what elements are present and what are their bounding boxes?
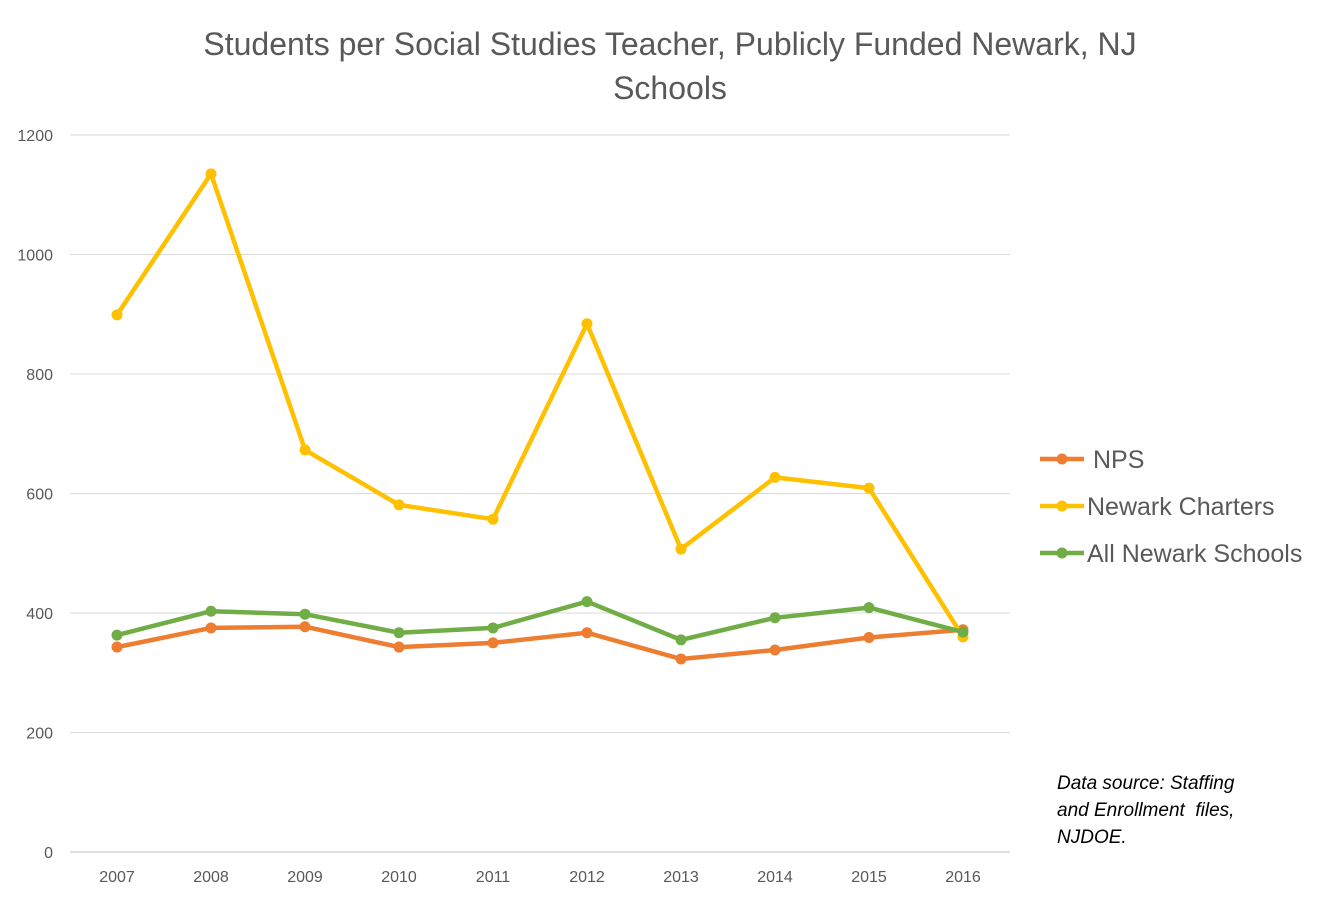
data-point: [487, 622, 499, 634]
y-tick-label: 800: [26, 367, 53, 384]
y-tick-label: 1200: [17, 128, 53, 145]
legend-item: Newark Charters: [1040, 493, 1275, 521]
series-nps: [111, 621, 969, 665]
data-point: [769, 644, 781, 656]
x-tick-label: 2016: [945, 869, 981, 886]
data-point: [863, 482, 875, 494]
legend-swatch-marker: [1056, 453, 1068, 465]
x-tick-label: 2015: [851, 869, 887, 886]
data-point: [957, 626, 969, 638]
data-point: [205, 622, 217, 634]
x-tick-label: 2011: [476, 869, 511, 886]
data-source-line-1: Data source: Staffing: [1057, 773, 1235, 794]
legend-item: All Newark Schools: [1040, 540, 1302, 568]
legend-swatch-marker: [1056, 500, 1068, 512]
data-point: [675, 634, 687, 646]
data-point: [111, 309, 123, 321]
series-line: [114, 171, 966, 640]
y-tick-label: 0: [44, 845, 53, 862]
data-point: [487, 513, 499, 525]
data-point: [581, 596, 593, 608]
y-axis-ticks: 0 200 400 600 800 1000 1200: [17, 128, 53, 862]
y-tick-label: 400: [26, 606, 53, 623]
series-line: [114, 624, 966, 662]
legend-label: NPS: [1093, 446, 1144, 474]
legend-label: Newark Charters: [1087, 493, 1275, 521]
data-point: [299, 444, 311, 456]
data-point: [581, 318, 593, 330]
x-tick-label: 2007: [99, 869, 135, 886]
legend-item: NPS: [1040, 446, 1144, 474]
data-point: [487, 637, 499, 649]
data-point: [111, 641, 123, 653]
legend-swatch-marker: [1056, 547, 1068, 559]
data-point: [299, 608, 311, 620]
series-newark-charters: [111, 168, 969, 643]
data-point: [393, 627, 405, 639]
data-point: [769, 612, 781, 624]
data-point: [393, 499, 405, 511]
data-point: [393, 641, 405, 653]
x-tick-label: 2008: [193, 869, 229, 886]
data-point: [863, 631, 875, 643]
data-point: [675, 653, 687, 665]
legend-label: All Newark Schools: [1087, 540, 1302, 568]
data-source-note: Data source: Staffing and Enrollment fil…: [1057, 770, 1297, 851]
x-tick-label: 2014: [757, 869, 793, 886]
legend: NPS Newark Charters All Newark Schools: [1040, 446, 1302, 568]
y-tick-label: 1000: [17, 248, 53, 265]
data-point: [675, 543, 687, 555]
x-tick-label: 2010: [381, 869, 417, 886]
data-point: [769, 471, 781, 483]
x-tick-label: 2009: [287, 869, 323, 886]
series-line: [114, 599, 966, 643]
data-point: [205, 605, 217, 617]
x-tick-label: 2013: [663, 869, 699, 886]
data-point: [205, 168, 217, 180]
x-axis-ticks: 2007 2008 2009 2010 2011 2012 2013 2014 2015 2016: [99, 869, 981, 886]
data-source-line-3: NJDOE.: [1057, 827, 1127, 848]
data-point: [299, 621, 311, 633]
data-point: [581, 627, 593, 639]
series-all-newark-schools: [111, 596, 969, 646]
chart-title: Students per Social Studies Teacher, Pub…: [203, 26, 1137, 106]
x-tick-label: 2012: [569, 869, 605, 886]
series-lines: [111, 168, 969, 665]
y-tick-label: 200: [26, 726, 53, 743]
data-source-line-2: and Enrollment files,: [1057, 800, 1235, 821]
data-point: [863, 602, 875, 614]
y-tick-label: 600: [26, 487, 53, 504]
data-point: [111, 629, 123, 641]
